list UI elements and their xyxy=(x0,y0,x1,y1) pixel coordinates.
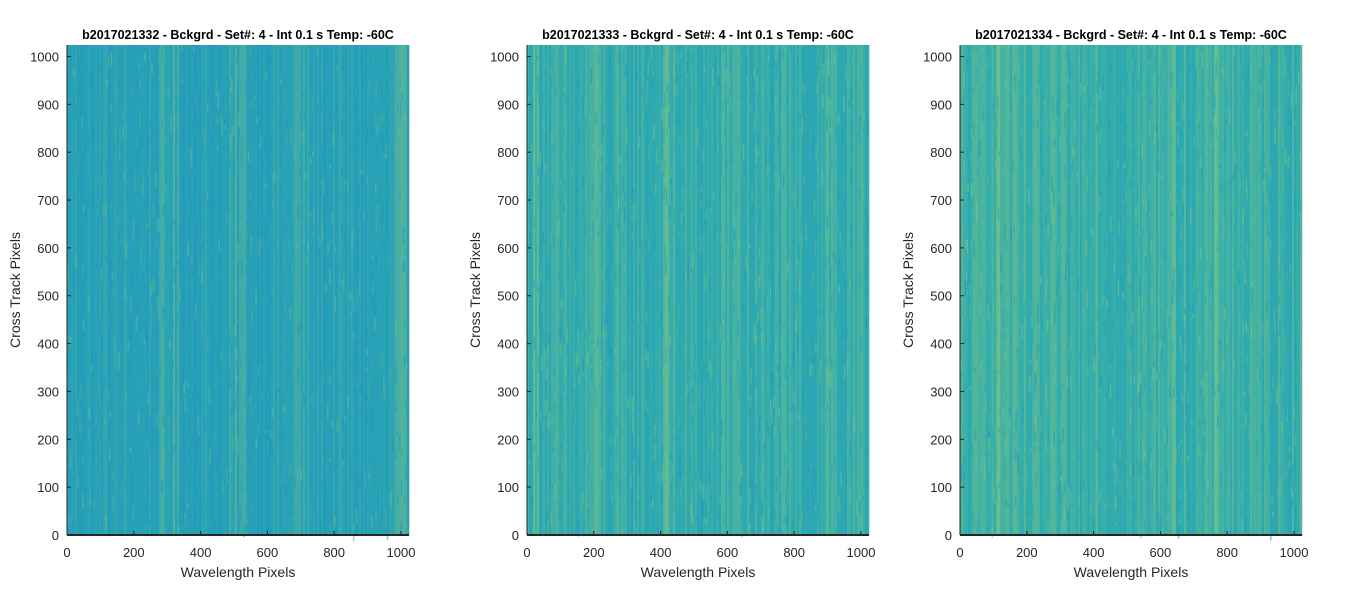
y-tick-label: 400 xyxy=(37,337,59,352)
y-tick-label: 500 xyxy=(37,289,59,304)
heatmap-image xyxy=(960,45,1303,535)
y-tick-label: 400 xyxy=(497,337,519,352)
y-tick-label: 800 xyxy=(37,145,59,160)
x-tick-label: 0 xyxy=(523,545,530,560)
x-tick-label: 600 xyxy=(1150,545,1172,560)
y-tick-label: 200 xyxy=(37,432,59,447)
heatmap-image xyxy=(67,45,410,535)
heatmap-noise xyxy=(960,45,1302,541)
y-tick-label: 1000 xyxy=(30,49,59,64)
chart-panel-2: 0 200 400 600 800 1000 0 100 200 300 400 500 600 700 8… xyxy=(467,28,875,580)
y-tick-label: 500 xyxy=(497,289,519,304)
x-axis-label: Wavelength Pixels xyxy=(181,564,296,580)
x-tick-label: 200 xyxy=(1016,545,1038,560)
y-axis-label: Cross Track Pixels xyxy=(7,232,23,348)
y-tick-label: 300 xyxy=(37,384,59,399)
y-tick-label: 900 xyxy=(497,97,519,112)
chart-title: b2017021333 - Bckgrd - Set#: 4 - Int 0.1… xyxy=(542,28,854,42)
x-tick-label: 600 xyxy=(257,545,279,560)
x-tick-label: 600 xyxy=(717,545,739,560)
x-tick-label: 400 xyxy=(1083,545,1105,560)
x-tick-label: 0 xyxy=(956,545,963,560)
heatmap-noise xyxy=(67,45,409,542)
y-tick-label: 100 xyxy=(497,480,519,495)
y-tick-label: 300 xyxy=(930,384,952,399)
x-axis-label: Wavelength Pixels xyxy=(1074,564,1189,580)
y-tick-label: 700 xyxy=(37,193,59,208)
y-tick-label: 800 xyxy=(497,145,519,160)
y-tick-label: 400 xyxy=(930,337,952,352)
y-tick-label: 700 xyxy=(930,193,952,208)
y-tick-label: 200 xyxy=(930,432,952,447)
chart-title: b2017021334 - Bckgrd - Set#: 4 - Int 0.1… xyxy=(975,28,1287,42)
x-tick-label: 0 xyxy=(63,545,70,560)
y-tick-label: 0 xyxy=(52,528,59,543)
y-axis-label: Cross Track Pixels xyxy=(467,232,483,348)
y-tick-label: 600 xyxy=(930,241,952,256)
x-tick-label: 800 xyxy=(783,545,805,560)
x-tick-label: 800 xyxy=(1216,545,1238,560)
y-tick-label: 500 xyxy=(930,289,952,304)
y-tick-label: 0 xyxy=(945,528,952,543)
x-tick-label: 1000 xyxy=(387,545,416,560)
y-tick-label: 1000 xyxy=(490,49,519,64)
x-tick-label: 400 xyxy=(190,545,212,560)
chart-panel-3: 0 200 400 600 800 1000 0 100 200 300 400 500 600 700 8… xyxy=(900,28,1308,580)
y-tick-label: 1000 xyxy=(923,49,952,64)
chart-panel-1: 0 200 400 600 800 1000 0 100 200 300 400 500 600 700 8… xyxy=(7,28,415,580)
x-tick-label: 200 xyxy=(123,545,145,560)
x-axis-label: Wavelength Pixels xyxy=(641,564,756,580)
y-tick-label: 200 xyxy=(497,432,519,447)
heatmap-noise xyxy=(527,45,869,538)
heatmap-image xyxy=(527,45,870,535)
y-tick-label: 300 xyxy=(497,384,519,399)
x-tick-label: 1000 xyxy=(847,545,876,560)
x-tick-label: 1000 xyxy=(1280,545,1309,560)
chart-title: b2017021332 - Bckgrd - Set#: 4 - Int 0.1… xyxy=(82,28,394,42)
y-tick-label: 100 xyxy=(930,480,952,495)
x-tick-label: 400 xyxy=(650,545,672,560)
x-tick-label: 800 xyxy=(323,545,345,560)
y-tick-label: 700 xyxy=(497,193,519,208)
y-tick-label: 0 xyxy=(512,528,519,543)
y-tick-label: 900 xyxy=(37,97,59,112)
y-tick-label: 600 xyxy=(37,241,59,256)
y-tick-label: 100 xyxy=(37,480,59,495)
x-tick-label: 200 xyxy=(583,545,605,560)
y-tick-label: 800 xyxy=(930,145,952,160)
y-tick-label: 900 xyxy=(930,97,952,112)
y-axis-label: Cross Track Pixels xyxy=(900,232,916,348)
y-tick-label: 600 xyxy=(497,241,519,256)
